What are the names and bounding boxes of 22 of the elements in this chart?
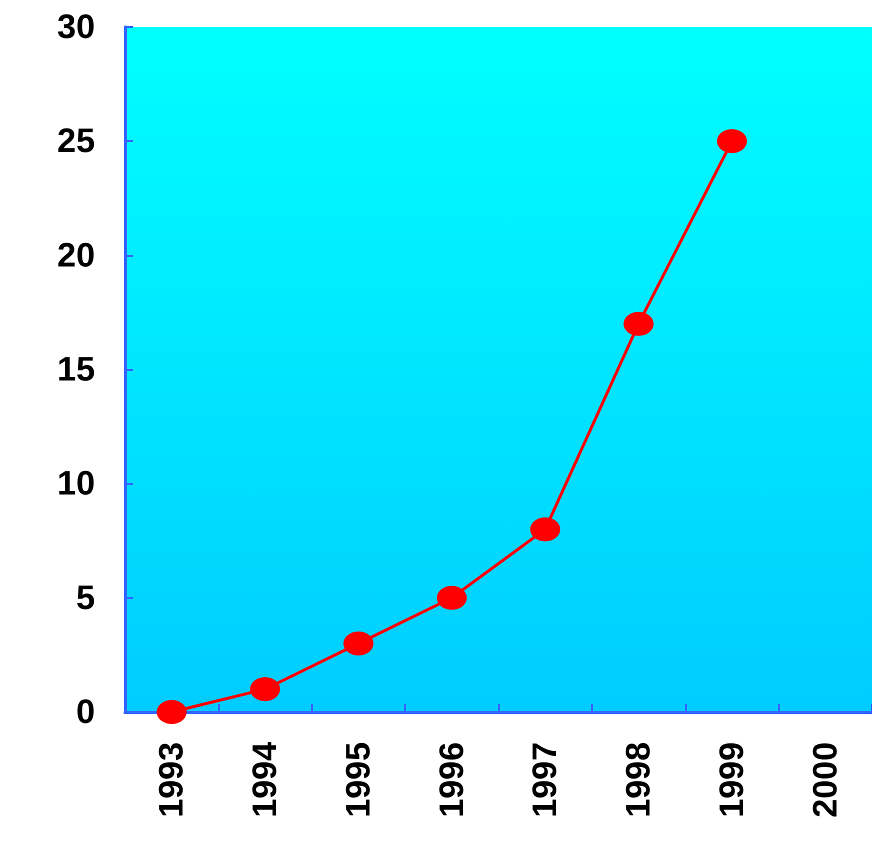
y-tick-label: 30 <box>57 8 95 46</box>
point <box>624 312 654 336</box>
x-tick-label: 2000 <box>806 742 844 818</box>
x-tick-label: 1999 <box>712 742 751 818</box>
point <box>156 700 187 724</box>
x-tick-label: 1998 <box>620 742 658 818</box>
y-tick-label: 5 <box>76 578 95 617</box>
x-tick-label: 1994 <box>246 742 284 818</box>
x-tick-label: 1997 <box>526 742 564 818</box>
point <box>250 677 280 702</box>
y-tick-label: 25 <box>57 122 95 160</box>
y-tick-label: 20 <box>57 236 95 274</box>
y-tick-label: 10 <box>57 464 95 503</box>
point <box>716 129 747 154</box>
x-tick-label: 1993 <box>152 742 191 818</box>
x-tick-label: 1995 <box>339 742 378 818</box>
x-tick-label: 1996 <box>432 742 471 818</box>
point <box>436 586 467 610</box>
point <box>343 632 374 656</box>
point <box>530 517 560 542</box>
y-tick-label: 0 <box>76 693 95 731</box>
y-tick-label: 15 <box>57 350 95 388</box>
